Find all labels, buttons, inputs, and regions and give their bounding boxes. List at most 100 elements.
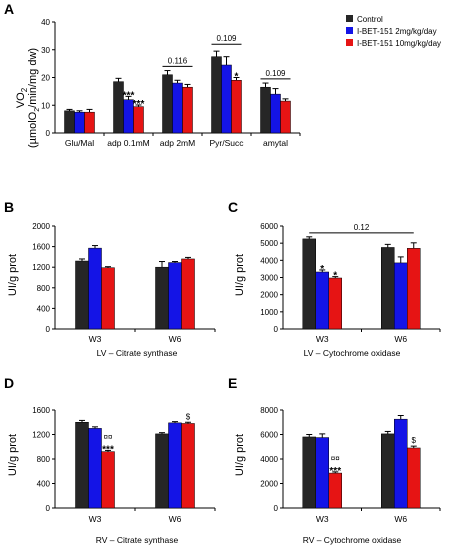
bar: [407, 447, 421, 509]
x-tick-label: W3: [89, 334, 102, 344]
bar: [64, 110, 75, 134]
significance-label: ¤¤: [104, 432, 113, 441]
bar: [155, 266, 169, 330]
panel-letter-a: A: [4, 1, 14, 17]
panel-a-ylabel: VO2 (µmolO2/min/mg dw): [15, 48, 41, 148]
y-tick-label: 10: [41, 101, 50, 110]
ylabel-main: VO: [15, 92, 27, 108]
bar: [394, 418, 408, 509]
bar: [88, 428, 102, 509]
y-tick-label: 6000: [260, 222, 278, 231]
bar: [181, 423, 195, 509]
panel-c-ylabel: UI/g prot: [234, 254, 246, 296]
x-tick-label: W6: [394, 514, 407, 524]
bar: [302, 238, 316, 330]
y-tick-label: 40: [41, 18, 50, 27]
y-tick-label: 0: [46, 129, 51, 138]
y-tick-label: 1200: [32, 431, 50, 440]
y-tick-label: 20: [41, 74, 50, 83]
panel-c: 0 1000 2000 3000 4000 5000 6000 W3 W6 * * 0.12: [260, 222, 441, 344]
panel-b: 0 400 800 1200 1600 2000 W3 W6: [32, 222, 216, 344]
x-tick-label: W3: [316, 334, 329, 344]
bar: [88, 247, 102, 330]
p-value-label: 0.116: [168, 56, 188, 65]
panel-d-xlabel: RV – Citrate synthase: [96, 535, 179, 545]
x-tick-label: Pyr/Succ: [209, 138, 244, 148]
p-value-label: 0.12: [354, 223, 370, 232]
significance-label: $: [186, 412, 191, 421]
panel-e-xlabel: RV – Cytochrome oxidase: [303, 535, 402, 545]
bar: [270, 93, 281, 134]
svg-text:VO2: VO2: [15, 87, 29, 108]
bar: [74, 111, 85, 134]
p-value-label: 0.109: [216, 34, 237, 43]
x-tick-label: W6: [169, 334, 182, 344]
y-tick-label: 800: [37, 284, 51, 293]
bar: [231, 80, 242, 134]
x-tick-label: adp 2mM: [160, 138, 195, 148]
bar: [280, 100, 291, 134]
panel-letter-d: D: [4, 375, 14, 391]
y-tick-label: 4000: [260, 256, 278, 265]
bar: [315, 437, 329, 509]
legend-swatch-control: [346, 15, 353, 22]
y-tick-label: 0: [274, 504, 279, 513]
significance-label: *: [235, 72, 239, 83]
panel-d: 0 400 800 1200 1600 W3 W6 *** ¤¤ $: [32, 406, 216, 524]
y-tick-label: 5000: [260, 239, 278, 248]
bar: [381, 433, 395, 509]
y-tick-label: 400: [37, 304, 51, 313]
bar: [84, 111, 95, 134]
x-tick-label: W6: [169, 514, 182, 524]
y-tick-label: 1600: [32, 406, 50, 415]
bar: [328, 472, 342, 509]
bar: [211, 56, 222, 134]
x-tick-label: W6: [394, 334, 407, 344]
ylabel-unit-sub: 2: [34, 108, 41, 112]
panel-letter-c: C: [228, 199, 238, 215]
significance-label: ***: [133, 99, 145, 110]
bar: [394, 262, 408, 330]
bar: [155, 433, 169, 509]
panel-letter-b: B: [4, 199, 14, 215]
y-tick-label: 1200: [32, 263, 50, 272]
bar: [407, 248, 421, 330]
bar: [101, 267, 115, 330]
significance-label: ***: [102, 444, 114, 455]
bar: [221, 64, 232, 134]
panel-d-ylabel: UI/g prot: [7, 434, 19, 476]
significance-label: *: [333, 271, 337, 282]
y-tick-label: 4000: [260, 455, 278, 464]
ylabel-unit-b: /min/mg dw): [27, 48, 39, 108]
bar: [315, 271, 329, 330]
panel-letter-e: E: [228, 375, 237, 391]
bar: [182, 86, 193, 134]
panel-e: 0 2000 4000 6000 8000 W3 W6 *** ¤¤ $: [260, 406, 441, 524]
legend: Control I-BET-151 2mg/kg/day I-BET-151 1…: [346, 15, 441, 48]
panel-e-ylabel: UI/g prot: [234, 434, 246, 476]
x-tick-label: Glu/Mal: [65, 138, 94, 148]
panel-a: 0 10 20 30 40 Glu/Mal adp 0.1mM adp 2mM Pyr/Succ…: [41, 18, 301, 148]
y-tick-label: 0: [274, 325, 279, 334]
x-tick-label: amytal: [263, 138, 288, 148]
bar: [302, 436, 316, 509]
bar: [113, 81, 124, 134]
bar: [75, 422, 89, 509]
x-tick-label: adp 0.1mM: [107, 138, 150, 148]
legend-swatch-high: [346, 39, 353, 46]
y-tick-label: 400: [37, 480, 51, 489]
bar: [162, 74, 173, 134]
legend-label-low: I-BET-151 2mg/kg/day: [357, 27, 437, 36]
panel-c-xlabel: LV – Cytochrome oxidase: [304, 348, 401, 358]
bar: [75, 260, 89, 330]
bar: [133, 106, 144, 134]
y-tick-label: 6000: [260, 431, 278, 440]
significance-label: *: [320, 264, 324, 275]
bar: [101, 451, 115, 509]
y-tick-label: 2000: [260, 480, 278, 489]
legend-label-high: I-BET-151 10mg/kg/day: [357, 39, 441, 48]
y-tick-label: 3000: [260, 274, 278, 283]
y-tick-label: 8000: [260, 406, 278, 415]
p-value-label: 0.109: [265, 69, 286, 78]
